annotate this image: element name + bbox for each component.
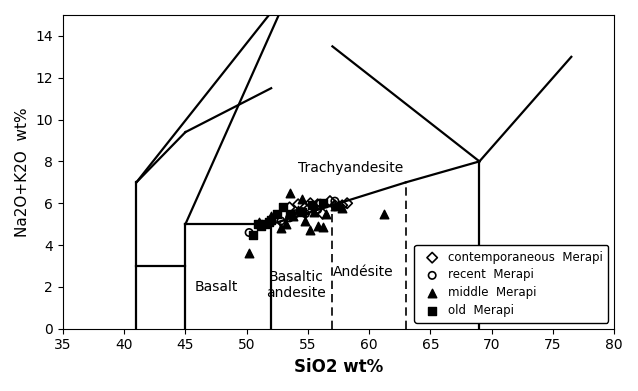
Point xyxy=(342,200,352,206)
Point xyxy=(379,211,389,217)
Point xyxy=(244,250,254,256)
Point xyxy=(318,211,328,217)
Point xyxy=(293,201,303,207)
Point xyxy=(337,202,347,208)
Point xyxy=(330,203,340,210)
Point xyxy=(244,230,254,236)
Point xyxy=(303,206,313,213)
Point xyxy=(337,205,347,212)
Point xyxy=(300,211,311,217)
Point xyxy=(300,218,311,224)
Point xyxy=(290,211,300,217)
Legend: contemporaneous  Merapi, recent  Merapi, middle  Merapi, old  Merapi: contemporaneous Merapi, recent Merapi, m… xyxy=(415,245,608,323)
Point xyxy=(318,224,328,230)
Point xyxy=(288,213,299,219)
Point xyxy=(313,223,323,230)
Point xyxy=(266,217,276,223)
Text: Basaltic
andesite: Basaltic andesite xyxy=(266,270,325,300)
Point xyxy=(281,221,291,227)
Point xyxy=(285,204,295,210)
Point xyxy=(278,221,288,227)
Point xyxy=(309,204,319,210)
Point xyxy=(276,225,286,231)
Text: Basalt: Basalt xyxy=(195,280,238,294)
X-axis label: SiO2 wt%: SiO2 wt% xyxy=(294,358,383,376)
Point xyxy=(318,200,328,206)
Point xyxy=(266,219,276,225)
Point xyxy=(330,198,340,204)
Point xyxy=(278,204,288,210)
Point xyxy=(313,201,323,207)
Text: Andésite: Andésite xyxy=(333,265,394,280)
Point xyxy=(266,213,276,219)
Point xyxy=(276,218,286,224)
Point xyxy=(306,202,316,208)
Point xyxy=(285,190,295,196)
Point xyxy=(263,219,274,225)
Point xyxy=(305,200,315,206)
Point xyxy=(272,211,283,217)
Y-axis label: Na2O+K2O  wt%: Na2O+K2O wt% xyxy=(15,107,30,237)
Point xyxy=(315,200,325,206)
Point xyxy=(293,206,303,213)
Point xyxy=(297,208,307,215)
Point xyxy=(254,219,264,225)
Text: Trachyandesite: Trachyandesite xyxy=(298,161,403,175)
Point xyxy=(256,223,267,230)
Point xyxy=(313,206,323,213)
Point xyxy=(305,227,315,233)
Point xyxy=(260,221,270,227)
Point xyxy=(285,211,295,217)
Point xyxy=(321,211,331,217)
Point xyxy=(297,208,307,215)
Point xyxy=(309,208,319,215)
Point xyxy=(297,196,307,202)
Point xyxy=(330,202,340,208)
Point xyxy=(285,215,295,221)
Point xyxy=(325,198,335,204)
Point xyxy=(334,202,344,208)
Point xyxy=(253,221,263,227)
Point xyxy=(248,231,258,238)
